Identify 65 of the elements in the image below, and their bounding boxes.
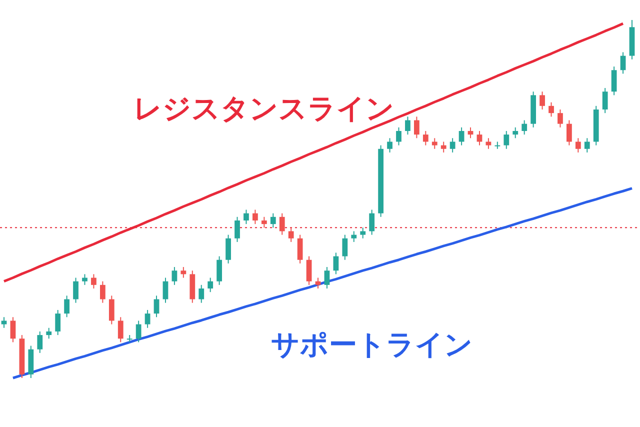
candlestick: [414, 116, 420, 139]
candlestick: [584, 138, 590, 153]
candlestick: [244, 209, 249, 225]
candlestick: [396, 126, 402, 146]
candlestick: [360, 227, 366, 239]
candlestick: [216, 256, 222, 286]
candlestick: [440, 141, 446, 153]
candlestick: [548, 102, 554, 118]
candlestick: [261, 216, 267, 228]
candlestick: [73, 277, 78, 304]
candlestick: [387, 138, 392, 153]
candlestick: [136, 320, 142, 343]
candlestick: [37, 330, 43, 354]
candlestick: [252, 209, 258, 225]
candlestick: [342, 234, 348, 260]
candlestick: [405, 116, 410, 136]
candlestick: [333, 252, 339, 275]
candlestick: [162, 277, 168, 304]
candlestick: [611, 66, 617, 96]
candlestick: [64, 295, 70, 318]
candlestick: [522, 120, 528, 136]
candlestick: [504, 130, 510, 150]
candlestick: [226, 234, 231, 264]
candlestick: [118, 316, 124, 343]
candlestick: [288, 227, 294, 242]
candlestick: [575, 138, 581, 153]
candlestick: [270, 212, 276, 228]
candlestick: [180, 266, 186, 278]
series-label: サポートライン: [270, 328, 473, 362]
candlestick: [172, 266, 178, 286]
candlestick: [458, 126, 464, 146]
candlestick: [198, 284, 204, 304]
candlestick: [55, 309, 61, 336]
candlestick: [566, 120, 572, 146]
candlestick: [144, 309, 150, 328]
candlestick: [108, 295, 114, 325]
candlestick: [91, 274, 96, 289]
candlestick: [154, 295, 160, 318]
candlestick: [100, 280, 106, 304]
candlestick: [369, 209, 375, 236]
candlestick: [494, 141, 500, 150]
candlestick: [10, 316, 16, 343]
candlestick: [306, 256, 312, 286]
candlestick: [540, 91, 545, 110]
candlestick: [234, 216, 240, 242]
candlestick: [297, 234, 303, 264]
candlestick: [279, 212, 285, 236]
candlestick: [476, 130, 482, 146]
candlestick: [82, 274, 88, 286]
candlestick: [422, 130, 428, 146]
candlestick: [558, 109, 563, 128]
candlestick: [450, 138, 456, 153]
series-label: レジスタンスライン: [134, 92, 395, 126]
candlestick: [602, 88, 608, 114]
candlestick: [324, 266, 330, 289]
candlestick: [620, 52, 626, 74]
candlestick: [351, 230, 357, 242]
candlestick: [512, 126, 518, 139]
candlestick: [315, 277, 321, 289]
candlestick: [1, 316, 7, 328]
candlestick: [208, 277, 214, 293]
candlestick: [468, 126, 474, 139]
candlestick: [486, 138, 492, 150]
candlestick: [432, 138, 438, 150]
candlestick: [46, 327, 52, 340]
